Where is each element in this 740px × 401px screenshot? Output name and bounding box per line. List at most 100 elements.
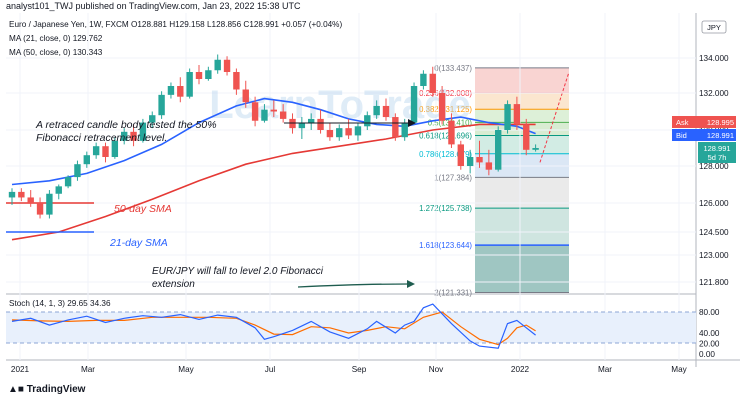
fib-level-label: 1.272(125.738) xyxy=(419,204,472,213)
bid-value: 128.991 xyxy=(707,131,734,140)
candle-body xyxy=(195,72,203,79)
stoch-band xyxy=(6,312,696,343)
gridlines xyxy=(6,13,696,360)
stoch-k-line xyxy=(11,303,536,349)
candle-body xyxy=(214,59,221,71)
annotation-sma50: 50-day SMA xyxy=(114,203,172,215)
annotation-fall-line2: extension xyxy=(152,279,195,290)
candle-body xyxy=(476,157,483,163)
fib-zone xyxy=(475,208,569,246)
time-tick-label: 2022 xyxy=(511,365,530,374)
time-axis[interactable]: 2021 Mar May Jul Sep Nov 2022 Mar May xyxy=(11,365,688,374)
last-price-value: 128.991 xyxy=(703,144,730,153)
fib-level-label: 0.786(128.679) xyxy=(419,150,472,159)
candle-body xyxy=(27,197,34,203)
annotation-fall-line1: EUR/JPY will fall to level 2.0 Fibonacci xyxy=(152,266,324,277)
ma21-line xyxy=(11,97,536,186)
candle-body xyxy=(466,157,474,166)
candle-body xyxy=(130,131,137,141)
chart-pane xyxy=(6,13,698,366)
candles xyxy=(8,54,539,219)
fib-level-label: 0.382(131.125) xyxy=(419,105,472,114)
price-axis[interactable]: JPY 134.000132.000130.000128.000126.0001… xyxy=(699,20,729,359)
annotation-retrace-line1: A retraced candle body tested the 50% xyxy=(35,119,217,131)
bid-tag xyxy=(672,129,736,141)
time-tick-label: Sep xyxy=(352,365,367,374)
candle-body xyxy=(270,109,277,112)
candle-body xyxy=(8,191,16,198)
candle-body xyxy=(92,146,100,156)
candle-body xyxy=(55,186,62,194)
candle-body xyxy=(121,131,128,141)
candle-body xyxy=(420,73,427,86)
candle-body xyxy=(401,122,408,138)
price-tick-label: 121.800 xyxy=(699,278,729,287)
candle-body xyxy=(139,122,147,141)
stoch-tick-label: 40.00 xyxy=(699,329,720,338)
candle-body xyxy=(345,128,352,136)
time-tick-label: Nov xyxy=(429,365,444,374)
candle-body xyxy=(504,104,511,130)
candle-body xyxy=(308,118,315,123)
candle-body xyxy=(149,115,156,123)
candle-body xyxy=(298,122,306,129)
fib-zone xyxy=(475,67,569,93)
price-tick-label: 124.500 xyxy=(699,228,729,237)
ask-tag xyxy=(672,116,736,128)
price-tick-label: 134.000 xyxy=(699,54,729,63)
candle-body xyxy=(354,126,362,136)
candle-body xyxy=(223,59,231,72)
candle-body xyxy=(251,102,259,121)
stoch-tick-label: 20.00 xyxy=(699,340,720,349)
time-tick-label: 2021 xyxy=(11,365,30,374)
time-tick-label: May xyxy=(178,365,194,374)
candle-body xyxy=(336,128,343,138)
candle-body xyxy=(64,177,72,187)
candle-body xyxy=(382,105,390,118)
time-tick-label: Jul xyxy=(265,365,276,374)
fib-zone xyxy=(475,245,569,293)
legend-symbol: Euro / Japanese Yen, 1W, FXCM O128.881 H… xyxy=(9,20,342,29)
candle-body xyxy=(364,115,371,127)
currency-badge[interactable] xyxy=(701,20,727,34)
fib-level-label: 1(127.384) xyxy=(434,173,472,182)
candle-body xyxy=(233,72,240,90)
candle-body xyxy=(448,120,455,145)
fib-zone xyxy=(475,109,569,123)
candle-body xyxy=(289,118,296,129)
time-tick-label: May xyxy=(671,365,687,374)
fib-level-label: 0(133.437) xyxy=(434,64,472,73)
retrace-arrow-head xyxy=(408,119,416,127)
stoch-d-line xyxy=(11,311,536,346)
legend-stoch: Stoch (14, 1, 3) 29.65 34.36 xyxy=(9,299,111,308)
candle-body xyxy=(523,124,530,150)
fall-arrow-line xyxy=(297,283,409,288)
tradingview-logo: ▲■ TradingView xyxy=(8,384,85,395)
candle-body xyxy=(167,86,175,95)
candle-body xyxy=(186,72,193,97)
stoch-tick-label: 0.00 xyxy=(699,350,715,359)
candle-body xyxy=(532,148,539,150)
candle-body xyxy=(36,203,44,215)
candle-body xyxy=(205,70,212,79)
tradingview-logo-text: TradingView xyxy=(26,384,86,395)
chart-legend: Euro / Japanese Yen, 1W, FXCM O128.881 H… xyxy=(9,20,342,308)
price-tick-label: 123.000 xyxy=(699,251,729,260)
legend-ma21: MA (21, close, 0) 129.762 xyxy=(9,34,103,43)
price-tick-label: 126.000 xyxy=(699,199,729,208)
ma50-line xyxy=(11,123,536,241)
annotations: A retraced candle body tested the 50% Fi… xyxy=(35,119,416,290)
bid-label: Bid xyxy=(676,131,687,140)
candle-body xyxy=(158,94,165,116)
stochastic-pane[interactable] xyxy=(6,303,696,349)
ask-value: 128.995 xyxy=(707,118,734,127)
bar-countdown: 5d 7h xyxy=(708,153,727,162)
candle-body xyxy=(326,130,334,138)
fib-level-label: 0.618(129.696) xyxy=(419,131,472,140)
candle-body xyxy=(46,193,53,215)
fib-trend-line xyxy=(539,71,570,163)
candle-body xyxy=(102,146,109,157)
fib-level-label: 1.618(123.644) xyxy=(419,241,472,250)
candle-body xyxy=(279,111,287,119)
